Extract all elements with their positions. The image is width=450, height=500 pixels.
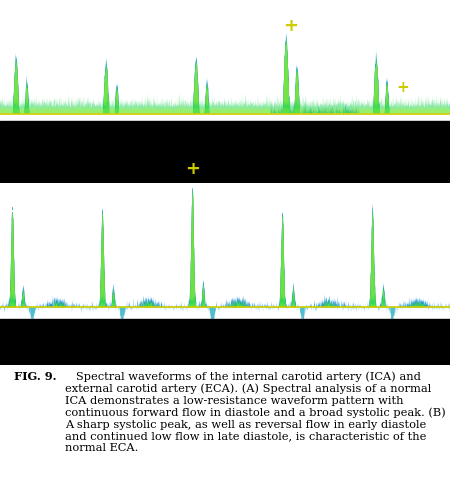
- Text: A: A: [7, 18, 18, 32]
- Text: FIG. 9.: FIG. 9.: [14, 372, 56, 382]
- Text: +: +: [185, 160, 200, 178]
- Text: +: +: [396, 80, 409, 96]
- Text: +: +: [284, 18, 298, 36]
- Text: B: B: [7, 200, 18, 215]
- Text: Spectral waveforms of the internal carotid artery (ICA) and external carotid art: Spectral waveforms of the internal carot…: [65, 372, 446, 453]
